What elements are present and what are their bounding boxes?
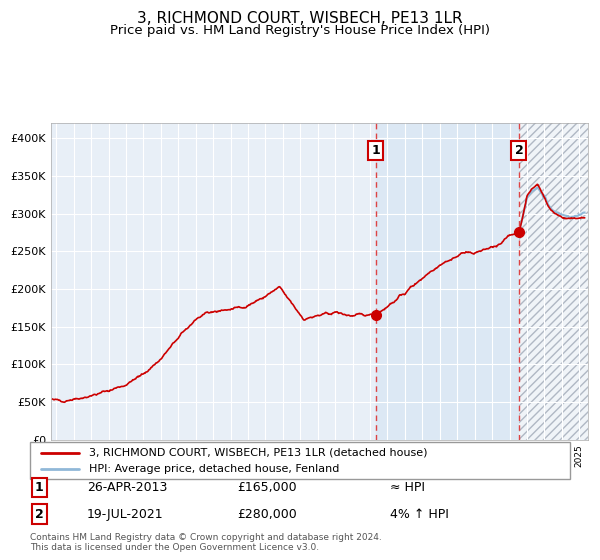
Text: 2: 2 [35,507,43,521]
Text: ≈ HPI: ≈ HPI [390,480,425,494]
Text: 2: 2 [515,144,523,157]
Text: 26-APR-2013: 26-APR-2013 [87,480,167,494]
Bar [519,123,588,440]
Text: Price paid vs. HM Land Registry's House Price Index (HPI): Price paid vs. HM Land Registry's House … [110,24,490,36]
Text: 1: 1 [371,144,380,157]
FancyBboxPatch shape [30,442,570,479]
Bar [376,123,519,440]
Text: 19-JUL-2021: 19-JUL-2021 [87,507,164,521]
Text: £280,000: £280,000 [237,507,297,521]
Text: HPI: Average price, detached house, Fenland: HPI: Average price, detached house, Fenl… [89,464,340,474]
Text: This data is licensed under the Open Government Licence v3.0.: This data is licensed under the Open Gov… [30,543,319,552]
Text: 3, RICHMOND COURT, WISBECH, PE13 1LR (detached house): 3, RICHMOND COURT, WISBECH, PE13 1LR (de… [89,447,428,458]
Text: 4% ↑ HPI: 4% ↑ HPI [390,507,449,521]
Text: 1: 1 [35,480,43,494]
Text: £165,000: £165,000 [237,480,296,494]
Text: 3, RICHMOND COURT, WISBECH, PE13 1LR: 3, RICHMOND COURT, WISBECH, PE13 1LR [137,11,463,26]
Text: Contains HM Land Registry data © Crown copyright and database right 2024.: Contains HM Land Registry data © Crown c… [30,533,382,542]
